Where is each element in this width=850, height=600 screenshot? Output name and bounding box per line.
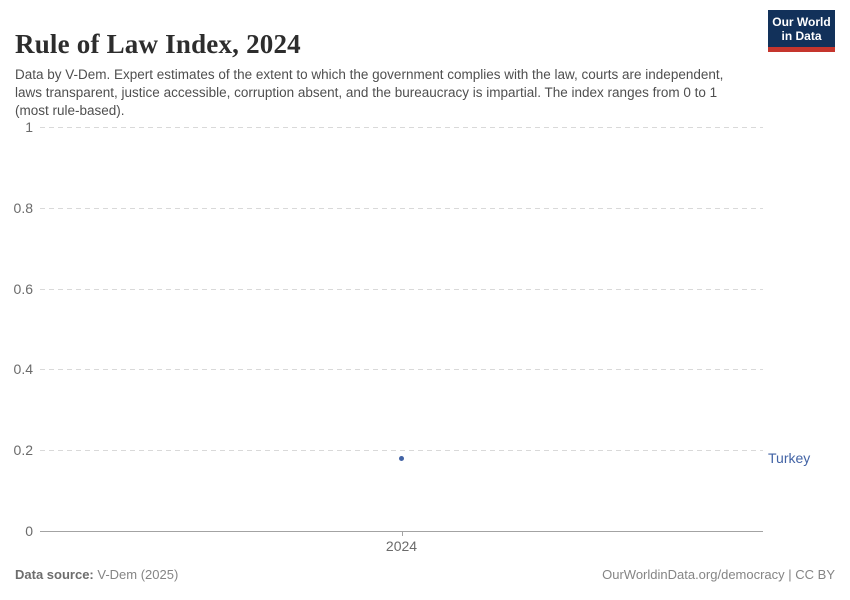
gridline-y-0.8	[40, 207, 763, 209]
data-point-turkey[interactable]	[399, 455, 404, 461]
entity-label-turkey[interactable]: Turkey	[768, 450, 811, 467]
gridline-y-0.4	[40, 369, 763, 371]
xtick-label-2024: 2024	[385, 538, 418, 554]
owid-logo[interactable]: Our World in Data	[768, 10, 835, 52]
ytick-label-1: 1	[25, 119, 33, 135]
data-source-label: Data source:	[15, 567, 94, 582]
owid-logo-line1: Our World	[772, 14, 831, 29]
chart-footer: Data source: V-Dem (2025) OurWorldinData…	[15, 567, 835, 582]
gridline-y-0.2	[40, 450, 763, 452]
ytick-label-0.4: 0.4	[13, 361, 33, 378]
ytick-label-0: 0	[25, 523, 33, 539]
gridline-y-0.6	[40, 288, 763, 290]
chart-subtitle: Data by V-Dem. Expert estimates of the e…	[15, 66, 724, 118]
chart-title: Rule of Law Index, 2024	[15, 29, 301, 60]
ytick-label-0.6: 0.6	[13, 280, 33, 297]
data-source-value: V-Dem (2025)	[93, 567, 179, 582]
ytick-label-0.8: 0.8	[13, 199, 33, 216]
credit-link[interactable]: OurWorldinData.org/democracy | CC BY	[602, 567, 835, 582]
ytick-label-0.2: 0.2	[13, 442, 33, 459]
gridline-y-1	[40, 127, 763, 128]
owid-logo-line2: in Data	[781, 28, 822, 43]
xtick-mark-2024	[401, 532, 403, 536]
x-axis-line	[40, 531, 763, 532]
data-source-note: Data source: V-Dem (2025)	[15, 567, 178, 582]
